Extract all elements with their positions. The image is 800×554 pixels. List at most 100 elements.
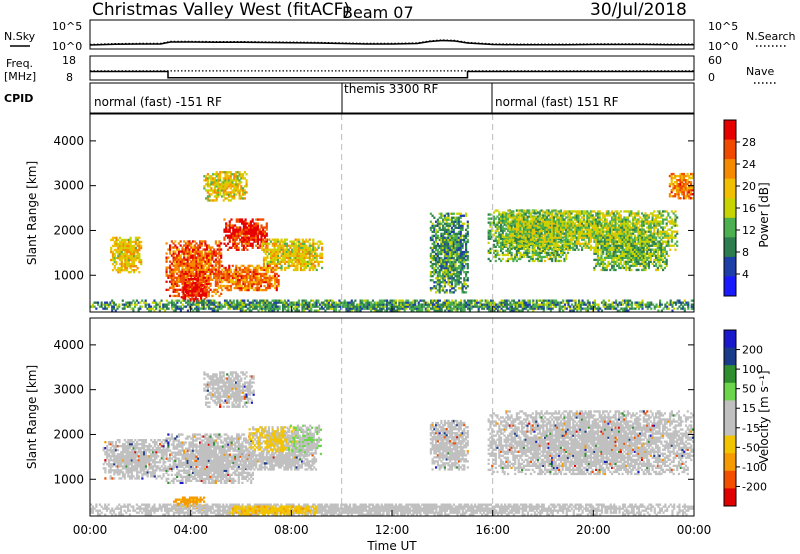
heatmap-cell: [262, 264, 266, 268]
heatmap-cell: [535, 209, 538, 212]
heatmap-cell: [440, 240, 443, 244]
heatmap-cell: [186, 248, 189, 251]
heatmap-cell: [589, 214, 592, 217]
heatmap-cell: [315, 248, 318, 251]
heatmap-cell: [582, 242, 585, 245]
heatmap-cell: [556, 222, 559, 225]
heatmap-cell: [124, 240, 127, 244]
heatmap-cell: [565, 242, 568, 245]
heatmap-cell: [633, 212, 637, 215]
heatmap-cell: [596, 248, 600, 251]
heatmap-cell: [596, 256, 600, 260]
heatmap-cell: [614, 210, 617, 213]
heatmap-cell: [440, 275, 443, 278]
heatmap-cell: [197, 260, 200, 263]
heatmap-cell: [639, 228, 642, 231]
heatmap-cell: [282, 254, 285, 258]
heatmap-cell: [549, 216, 552, 219]
heatmap-cell: [312, 240, 315, 243]
heatmap-cell: [245, 286, 248, 290]
heatmap-cell: [220, 252, 223, 255]
heatmap-cell: [559, 249, 563, 253]
heatmap-cell: [531, 210, 534, 213]
heatmap-cell: [466, 285, 469, 288]
heatmap-cell: [233, 270, 236, 274]
heatmap-cell: [247, 274, 250, 278]
heatmap-cell: [435, 281, 438, 284]
heatmap-cell: [436, 262, 439, 266]
heatmap-cell: [603, 240, 607, 243]
heatmap-cell: [229, 286, 233, 290]
heatmap-cell: [535, 231, 538, 234]
heatmap-cell: [177, 288, 180, 292]
heatmap-cell: [507, 247, 510, 251]
heatmap-cell: [190, 244, 193, 247]
heatmap-cell: [501, 235, 504, 238]
heatmap-cell: [492, 223, 496, 226]
heatmap-cell: [456, 244, 459, 248]
heatmap-cell: [243, 189, 246, 192]
heatmap-cell: [556, 220, 559, 223]
heatmap-cell: [237, 266, 240, 270]
heatmap-cell: [226, 248, 230, 251]
heatmap-cell: [190, 242, 193, 245]
heatmap-cell: [494, 223, 497, 226]
heatmap-cell: [165, 288, 168, 292]
heatmap-cell: [565, 253, 568, 257]
heatmap-cell: [465, 279, 468, 282]
heatmap-cell: [256, 234, 260, 237]
heatmap-cell: [440, 234, 443, 238]
heatmap-cell: [205, 290, 208, 293]
heatmap-cell: [237, 226, 240, 229]
heatmap-cell: [138, 248, 141, 252]
heatmap-cell: [308, 266, 311, 270]
heatmap-cell: [169, 268, 172, 271]
heatmap-cell: [552, 224, 555, 227]
heatmap-cell: [312, 256, 315, 260]
heatmap-cell: [443, 214, 446, 217]
heatmap-cell: [635, 212, 638, 215]
heatmap-cell: [586, 224, 589, 227]
heatmap-cell: [616, 218, 619, 221]
heatmap-cell: [456, 234, 459, 238]
heatmap-cell: [596, 236, 600, 239]
heatmap-cell: [561, 218, 564, 221]
heatmap-cell: [113, 240, 116, 244]
heatmap-cell: [465, 232, 468, 236]
heatmap-cell: [449, 262, 452, 266]
heatmap-cell: [274, 276, 277, 280]
heatmap-cell: [167, 274, 170, 277]
heatmap-cell: [198, 292, 201, 295]
heatmap-cell: [294, 260, 297, 264]
heatmap-cell: [176, 246, 179, 249]
heatmap-cell: [120, 265, 123, 268]
heatmap-cell: [535, 257, 538, 261]
heatmap-cell: [501, 211, 504, 214]
heatmap-cell: [140, 260, 143, 264]
heatmap-cell: [581, 228, 584, 231]
heatmap-cell: [501, 257, 504, 261]
heatmap-cell: [519, 214, 522, 217]
heatmap-cell: [210, 187, 213, 190]
heatmap-cell: [463, 240, 466, 244]
heatmap-cell: [572, 224, 575, 227]
heatmap-cell: [199, 260, 202, 263]
heatmap-cell: [237, 280, 240, 284]
heatmap-cell: [242, 175, 245, 178]
heatmap-cell: [204, 262, 207, 265]
heatmap-cell: [308, 268, 311, 272]
heatmap-cell: [494, 235, 497, 238]
heatmap-cell: [528, 259, 531, 263]
heatmap-cell: [566, 226, 570, 229]
heatmap-cell: [619, 232, 622, 235]
heatmap-cell: [240, 274, 243, 278]
heatmap-cell: [262, 256, 266, 260]
heatmap-cell: [113, 236, 116, 240]
heatmap-cell: [211, 268, 214, 271]
heatmap-cell: [206, 195, 209, 198]
heatmap-cell: [115, 236, 118, 240]
heatmap-cell: [554, 249, 557, 253]
heatmap-cell: [198, 288, 201, 291]
heatmap-cell: [294, 242, 297, 245]
heatmap-cell: [207, 280, 210, 283]
